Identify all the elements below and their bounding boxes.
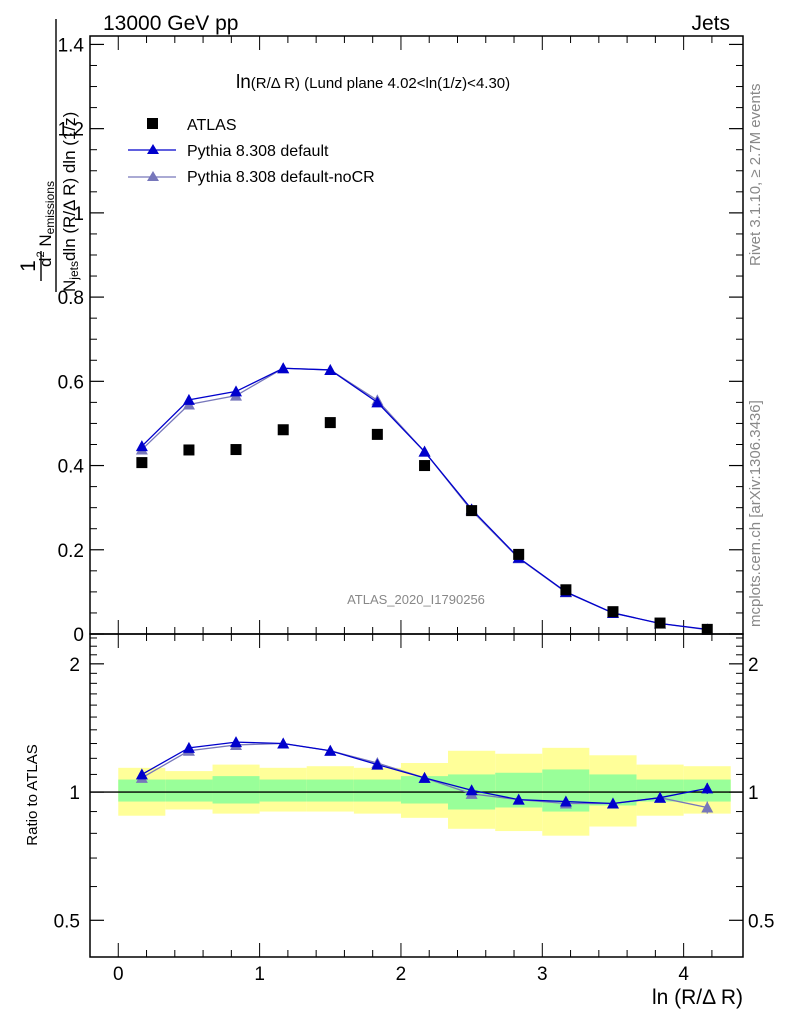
ratio-y-tick-label: 1	[69, 783, 80, 804]
point-atlas	[466, 505, 478, 517]
ratio-frame	[89, 633, 744, 958]
svg-text:d2 Nemissions: d2 Nemissions	[35, 181, 57, 267]
point-atlas	[419, 460, 431, 472]
main-y-tick-label: 0.8	[58, 288, 84, 309]
ratio-point-default	[324, 744, 337, 756]
x-tick-label: 4	[678, 964, 689, 985]
x-axis-label: ln (R/Δ R)	[652, 986, 743, 1009]
ratio-y-axis-label: Ratio to ATLAS	[24, 744, 41, 845]
svg-text:Njetsdln (R/Δ R) dln (1/z): Njetsdln (R/Δ R) dln (1/z)	[60, 112, 81, 292]
ratio-point-default	[465, 784, 478, 796]
main-y-tick-label: 0.2	[58, 541, 84, 562]
ratio-band-green	[306, 779, 354, 802]
ratio-band-green	[165, 779, 213, 802]
ratio-y-tick-label-right: 0.5	[748, 911, 774, 932]
point-default	[277, 362, 290, 374]
mcplots-reference-label: mcplots.cern.ch [arXiv:1306.3436]	[747, 400, 764, 627]
point-atlas	[230, 444, 242, 456]
ratio-band-green	[118, 779, 166, 802]
series-line-nocr	[141, 367, 708, 631]
ratio-y-tick-label-right: 1	[748, 783, 759, 804]
main-y-tick-label: 0	[73, 625, 84, 646]
ratio-band-green	[212, 776, 260, 804]
ratio-y-tick-label-right: 2	[748, 655, 759, 676]
process-label: Jets	[691, 12, 730, 35]
ratio-point-default	[701, 782, 714, 794]
ratio-point-default	[654, 791, 667, 803]
main-y-tick-label: 1.2	[58, 120, 84, 141]
ratio-point-default	[512, 793, 525, 805]
legend: ATLAS Pythia 8.308 default Pythia 8.308 …	[128, 117, 375, 186]
analysis-watermark: ATLAS_2020_I1790256	[347, 592, 485, 607]
ratio-point-default	[230, 736, 243, 748]
ratio-band-green	[259, 779, 307, 802]
x-tick-label: 1	[254, 964, 265, 985]
legend-label-nocr: Pythia 8.308 default-noCR	[187, 169, 375, 186]
main-y-tick-label: 1	[73, 204, 84, 225]
ratio-point-default	[135, 768, 148, 780]
point-atlas	[654, 617, 666, 629]
point-atlas	[324, 417, 336, 429]
rivet-version-label: Rivet 3.1.10, ≥ 2.7M events	[747, 84, 764, 267]
ratio-point-default	[277, 737, 290, 749]
ratio-point-default	[559, 795, 572, 807]
x-tick-label: 3	[537, 964, 548, 985]
main-panel: ln(R/Δ R) (Lund plane 4.02<ln(1/z)<4.30)…	[58, 35, 744, 646]
point-default	[418, 445, 431, 457]
point-atlas	[513, 548, 525, 560]
ratio-point-default	[418, 771, 431, 783]
ratio-band-green	[353, 779, 401, 802]
point-atlas	[183, 444, 195, 456]
main-y-tick-label: 0.4	[58, 457, 85, 478]
x-tick-label: 0	[113, 964, 124, 985]
point-default	[324, 363, 337, 375]
legend-marker-nocr	[147, 171, 159, 181]
point-atlas	[277, 424, 289, 436]
ratio-panel: 0.5 0.5 1 1 2 2 0 1 2 3 4 Ratio to ATLAS ln (R/Δ R…	[24, 633, 774, 1009]
main-y-tick-label: 1.4	[58, 35, 85, 56]
point-atlas	[701, 623, 713, 635]
ratio-y-tick-label: 0.5	[54, 911, 80, 932]
ratio-point-default	[182, 741, 195, 753]
ratio-y-tick-label: 2	[69, 655, 80, 676]
main-y-axis-label: 1 d2 Nemissions Njetsdln (R/Δ R) dln (1/…	[17, 19, 81, 292]
ratio-point-nocr	[701, 801, 714, 813]
main-title: ln(R/Δ R) (Lund plane 4.02<ln(1/z)<4.30)	[236, 72, 510, 93]
point-default	[135, 440, 148, 452]
point-default	[182, 393, 195, 405]
ratio-point-default	[606, 797, 619, 809]
point-atlas	[560, 584, 572, 596]
beam-label: 13000 GeV pp	[103, 12, 238, 35]
point-default	[371, 396, 384, 408]
point-default	[230, 385, 243, 397]
svg-text:1: 1	[17, 260, 40, 272]
x-tick-label: 2	[396, 964, 407, 985]
ratio-point-default	[371, 758, 384, 770]
point-atlas	[136, 457, 148, 469]
series-line-default	[141, 367, 708, 631]
legend-label-atlas: ATLAS	[187, 117, 237, 134]
point-atlas	[371, 428, 383, 440]
ratio-band-green	[636, 779, 684, 802]
legend-marker-atlas	[147, 118, 158, 129]
legend-marker-default	[147, 144, 159, 154]
point-atlas	[607, 606, 619, 618]
main-y-tick-label: 0.6	[58, 372, 84, 393]
legend-label-default: Pythia 8.308 default	[187, 143, 329, 160]
